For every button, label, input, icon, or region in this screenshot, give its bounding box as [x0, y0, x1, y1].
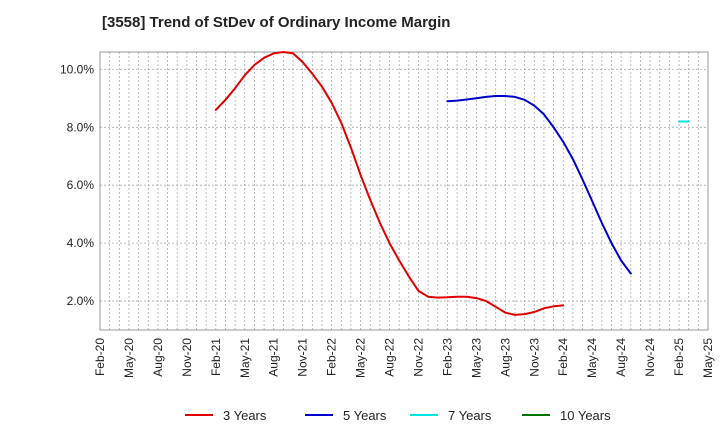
series-layer: [214, 51, 690, 316]
x-tick-label: May-20: [122, 338, 136, 378]
x-tick-label: Aug-21: [267, 338, 281, 377]
x-tick-label: May-21: [238, 338, 252, 378]
x-tick-label: May-24: [585, 338, 599, 378]
legend-label-7-years: 7 Years: [448, 408, 492, 423]
legend-label-10-years: 10 Years: [560, 408, 611, 423]
x-axis-ticks: Feb-20 May-20 Aug-20 Nov-20 Feb-21 May-21 Aug-…: [93, 338, 715, 378]
x-tick-label: May-23: [469, 338, 483, 378]
x-tick-label: Feb-25: [672, 338, 686, 376]
y-tick-label: 10.0%: [60, 62, 94, 76]
x-tick-label: Aug-23: [498, 338, 512, 377]
grid-layer: [100, 52, 708, 330]
x-tick-label: Nov-20: [180, 338, 194, 377]
x-tick-label: Feb-21: [209, 338, 223, 376]
x-tick-label: Feb-24: [556, 338, 570, 376]
y-tick-label: 6.0%: [67, 178, 95, 192]
x-tick-label: Nov-23: [527, 338, 541, 377]
x-tick-label: May-22: [354, 338, 368, 378]
y-tick-label: 4.0%: [67, 236, 95, 250]
x-tick-label: May-25: [701, 338, 715, 378]
legend-label-3-years: 3 Years: [223, 408, 267, 423]
x-tick-label: Nov-22: [411, 338, 425, 377]
x-tick-label: Feb-20: [93, 338, 107, 376]
series-line-3-years: [214, 51, 565, 316]
x-tick-label: Aug-22: [383, 338, 397, 377]
y-tick-label: 2.0%: [67, 294, 95, 308]
x-tick-label: Aug-20: [151, 338, 165, 377]
legend: 3 Years 5 Years 7 Years 10 Years: [185, 408, 611, 423]
x-tick-label: Nov-24: [643, 338, 657, 377]
x-tick-label: Feb-23: [440, 338, 454, 376]
chart-title: [3558] Trend of StDev of Ordinary Income…: [102, 14, 451, 31]
series-line-5-years: [446, 95, 632, 275]
x-tick-label: Aug-24: [614, 338, 628, 377]
plot-frame: [99, 51, 709, 331]
legend-label-5-years: 5 Years: [343, 408, 387, 423]
y-axis-ticks: 2.0% 4.0% 6.0% 8.0% 10.0%: [60, 62, 94, 308]
x-tick-label: Nov-21: [296, 338, 310, 377]
x-tick-label: Feb-22: [325, 338, 339, 376]
y-tick-label: 8.0%: [67, 120, 95, 134]
